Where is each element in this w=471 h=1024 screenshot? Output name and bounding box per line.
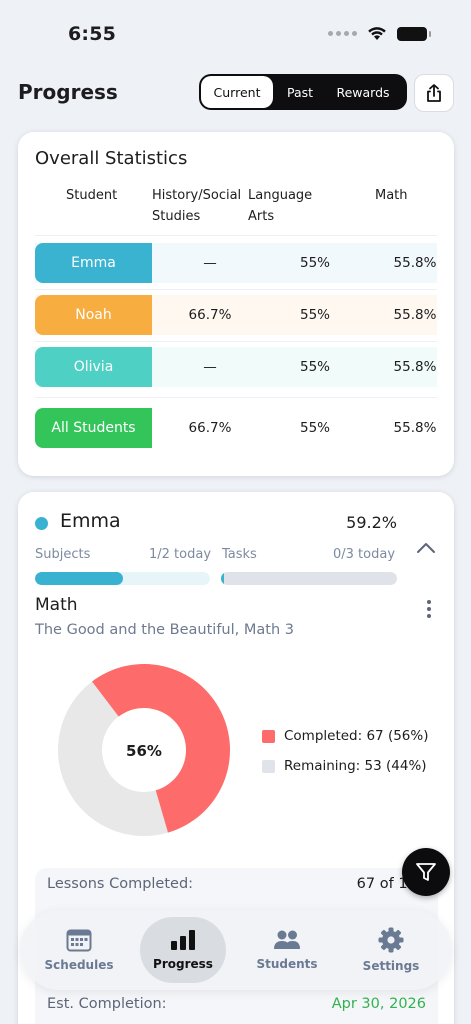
math-value: 55.8% xyxy=(393,359,437,375)
history-value: 66.7% xyxy=(188,420,232,436)
period-segmented-control: Current Past Rewards xyxy=(199,74,407,110)
tab-progress[interactable]: Progress xyxy=(140,917,226,983)
history-value: — xyxy=(203,359,217,375)
tab-schedules[interactable]: Schedules xyxy=(36,917,122,983)
legend-remaining-label: Remaining: 53 (44%) xyxy=(284,758,427,774)
segment-rewards[interactable]: Rewards xyxy=(336,84,390,100)
filter-button[interactable] xyxy=(402,848,450,896)
column-header-student: Student xyxy=(66,188,118,203)
student-color-dot xyxy=(35,517,48,530)
history-value: — xyxy=(203,255,217,271)
language-value: 55% xyxy=(299,255,330,271)
est-completion-value: Apr 30, 2026 xyxy=(331,996,426,1012)
chevron-up-icon[interactable] xyxy=(416,542,436,554)
tasks-label: Tasks xyxy=(222,547,257,562)
table-row[interactable]: Emma — 55% 55.8% xyxy=(35,243,437,283)
language-value: 55% xyxy=(299,359,330,375)
student-pill-olivia[interactable]: Olivia xyxy=(35,347,152,387)
tab-label: Students xyxy=(256,957,318,971)
gear-icon xyxy=(378,927,404,953)
column-header-history: History/Social Studies xyxy=(152,188,242,224)
tab-students[interactable]: Students xyxy=(244,917,330,983)
student-pill-noah[interactable]: Noah xyxy=(35,295,152,335)
page-title: Progress xyxy=(18,80,118,104)
share-button[interactable] xyxy=(414,74,454,112)
filter-icon xyxy=(416,863,436,881)
table-row[interactable]: Noah 66.7% 55% 55.8% xyxy=(35,295,437,335)
card-title: Overall Statistics xyxy=(35,148,188,169)
legend-swatch-completed xyxy=(262,729,275,743)
column-header-math: Math xyxy=(375,188,408,203)
curriculum-name: The Good and the Beautiful, Math 3 xyxy=(35,622,294,638)
language-value: 55% xyxy=(299,307,330,323)
legend-completed: Completed: 67 (56%) xyxy=(262,728,428,744)
table-row[interactable]: Olivia — 55% 55.8% xyxy=(35,347,437,387)
tab-label: Progress xyxy=(153,957,213,971)
tab-settings[interactable]: Settings xyxy=(348,917,434,983)
status-bar: 6:55 xyxy=(0,0,471,70)
progress-donut-chart: 56% xyxy=(58,664,230,836)
tasks-today: 0/3 today xyxy=(333,547,396,562)
language-value: 55% xyxy=(299,420,330,436)
subjects-progress-bar xyxy=(35,572,210,585)
segment-past[interactable]: Past xyxy=(286,84,314,100)
est-completion-label: Est. Completion: xyxy=(47,996,167,1012)
legend-completed-label: Completed: 67 (56%) xyxy=(284,728,429,744)
more-options-icon[interactable] xyxy=(427,600,431,618)
battery-icon xyxy=(397,26,431,41)
signal-icon xyxy=(328,31,357,36)
share-icon xyxy=(427,84,441,102)
math-value: 55.8% xyxy=(393,420,437,436)
bar-chart-icon xyxy=(171,930,195,950)
bottom-tab-bar: Schedules Progress Students xyxy=(20,910,452,990)
subjects-label: Subjects xyxy=(35,547,91,562)
student-name: Emma xyxy=(60,510,121,532)
donut-remaining-segment xyxy=(58,681,168,836)
subjects-today: 1/2 today xyxy=(149,547,212,562)
tab-label: Schedules xyxy=(44,958,114,972)
math-value: 55.8% xyxy=(393,307,437,323)
student-pill-all-students[interactable]: All Students xyxy=(35,408,152,448)
segment-current[interactable]: Current xyxy=(201,76,273,108)
student-pill-emma[interactable]: Emma xyxy=(35,243,152,283)
calendar-icon xyxy=(66,929,92,952)
legend-swatch-remaining xyxy=(262,759,275,773)
users-icon xyxy=(274,930,300,949)
page-header: Progress Current Past Rewards xyxy=(0,70,471,116)
table-row[interactable]: All Students 66.7% 55% 55.8% xyxy=(35,408,437,448)
donut-center-label: 56% xyxy=(126,742,162,760)
status-time: 6:55 xyxy=(68,23,117,45)
tasks-progress-bar xyxy=(221,572,397,585)
tab-label: Settings xyxy=(362,959,420,973)
donut-completed-segment xyxy=(92,664,230,833)
history-value: 66.7% xyxy=(188,307,232,323)
overall-statistics-card: Overall Statistics Student History/Socia… xyxy=(18,132,454,476)
subject-title: Math xyxy=(35,595,78,615)
math-value: 55.8% xyxy=(393,255,437,271)
lessons-completed-label: Lessons Completed: xyxy=(47,876,194,892)
legend-remaining: Remaining: 53 (44%) xyxy=(262,758,427,774)
student-percent: 59.2% xyxy=(346,513,397,532)
column-header-language-arts: Language Arts xyxy=(248,188,313,224)
wifi-icon xyxy=(368,27,386,40)
